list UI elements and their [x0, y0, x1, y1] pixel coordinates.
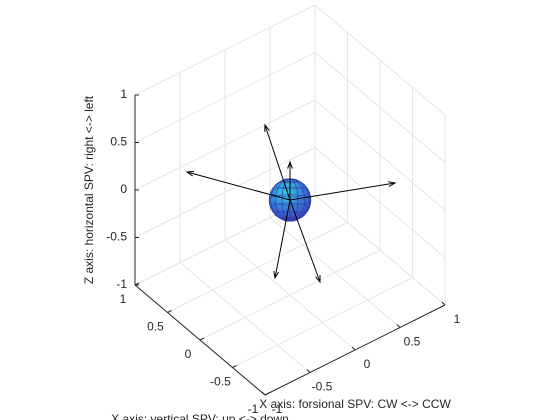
x-tick-label: 0.5 — [404, 335, 421, 349]
y-tick-label: 1 — [120, 292, 127, 306]
grid-line — [134, 4, 316, 96]
grid-line — [314, 4, 446, 116]
grid-line — [314, 194, 446, 306]
y-tick-label: -1 — [248, 402, 259, 416]
arrow — [273, 199, 291, 280]
y-tick-label: 0.5 — [147, 320, 164, 334]
grid-line — [134, 99, 316, 191]
grid-line — [134, 52, 316, 143]
z-axis-label: Z axis: horizontal SPV: right <-> left — [82, 95, 96, 284]
x-tick — [351, 346, 356, 351]
arrow — [289, 199, 321, 284]
arrow — [264, 123, 291, 201]
z-tick-label: -1 — [116, 277, 127, 291]
arrow-head — [264, 123, 270, 133]
x-tick-label: 1 — [454, 312, 461, 326]
arrow — [289, 181, 397, 201]
grid-line — [314, 52, 446, 163]
y-tick — [167, 310, 172, 313]
x-tick-label: -1 — [272, 402, 283, 416]
arrow — [185, 170, 291, 201]
grid-line — [199, 249, 381, 341]
y-tick — [232, 365, 237, 368]
arrow-head — [315, 275, 321, 284]
y-tick-label: -0.5 — [210, 375, 231, 389]
arrow-shaft — [289, 199, 321, 283]
x-tick — [306, 369, 311, 373]
x-tick-label: 0 — [364, 357, 371, 371]
x-axis-label: X axis: forsional SPV: CW <-> CCW — [259, 397, 451, 411]
grid-line — [167, 222, 348, 313]
x-tick — [441, 301, 446, 306]
arrow-shaft — [264, 124, 291, 201]
y-axis-label: X axis: vertical SPV: up <-> down — [111, 412, 289, 420]
y-tick-label: 0 — [185, 347, 192, 361]
z-tick-label: 0 — [120, 182, 127, 196]
y-tick — [264, 392, 270, 396]
z-tick-label: 0.5 — [110, 135, 127, 149]
arrow-shaft — [289, 182, 396, 201]
z-tick-label: 1 — [120, 87, 127, 101]
y-tick — [199, 337, 205, 341]
z-tick-label: -0.5 — [106, 230, 127, 244]
grid-line — [314, 99, 446, 211]
grid-line — [232, 277, 413, 368]
arrow-head — [287, 160, 293, 169]
x-tick — [396, 324, 401, 328]
arrow-head — [185, 170, 195, 177]
grid-line — [134, 147, 316, 238]
arrow-shaft — [274, 199, 291, 279]
arrow-shaft — [186, 171, 291, 201]
arrow-head — [388, 181, 397, 187]
grid-line — [314, 147, 446, 258]
arrow-head — [273, 271, 279, 280]
x-tick — [261, 391, 266, 396]
x-tick-label: -0.5 — [312, 380, 333, 394]
arrow — [287, 160, 293, 200]
